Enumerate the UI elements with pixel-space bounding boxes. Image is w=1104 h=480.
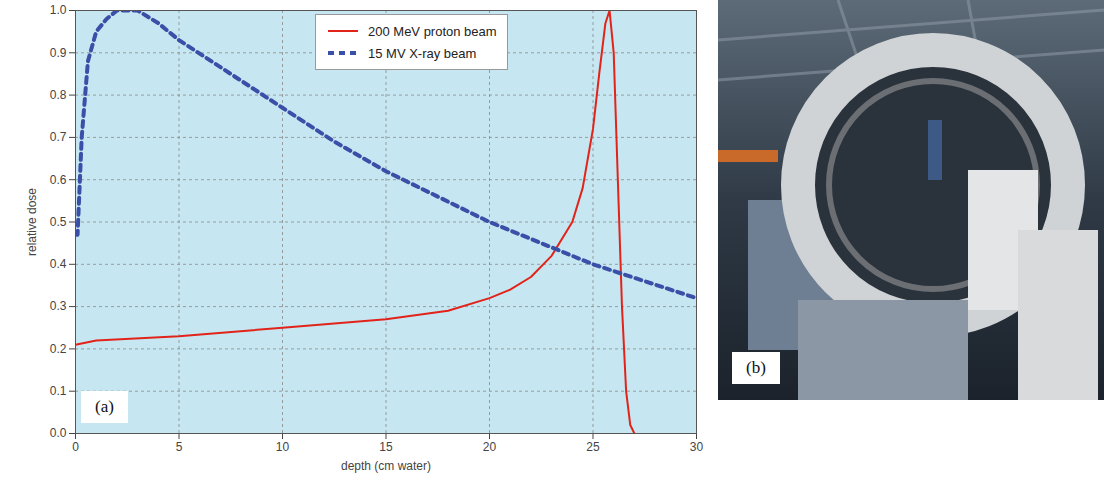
svg-text:0.9: 0.9	[50, 46, 67, 60]
svg-text:depth (cm water): depth (cm water)	[341, 459, 431, 473]
svg-text:20: 20	[483, 440, 497, 454]
svg-text:0.7: 0.7	[50, 130, 67, 144]
html-text:200 MeV proton beam: 200 MeV proton beam	[368, 23, 497, 39]
svg-text:0.8: 0.8	[50, 88, 67, 102]
svg-text:0.1: 0.1	[50, 384, 67, 398]
svg-text:0.6: 0.6	[50, 173, 67, 187]
svg-text:0.3: 0.3	[50, 299, 67, 313]
html-text:(b): (b)	[746, 358, 766, 377]
svg-text:10: 10	[276, 440, 290, 454]
svg-text:30: 30	[690, 440, 704, 454]
svg-text:5: 5	[176, 440, 183, 454]
svg-text:0.4: 0.4	[50, 257, 67, 271]
svg-text:0.5: 0.5	[50, 215, 67, 229]
svg-text:relative dose: relative dose	[25, 188, 39, 256]
svg-text:0: 0	[72, 440, 79, 454]
html-text:(a): (a)	[95, 397, 114, 416]
svg-text:0.2: 0.2	[50, 342, 67, 356]
svg-text:0.0: 0.0	[50, 426, 67, 440]
svg-text:1.0: 1.0	[50, 3, 67, 17]
svg-text:15: 15	[379, 440, 393, 454]
html-text:15 MV X-ray beam: 15 MV X-ray beam	[368, 45, 477, 61]
svg-text:25: 25	[586, 440, 600, 454]
